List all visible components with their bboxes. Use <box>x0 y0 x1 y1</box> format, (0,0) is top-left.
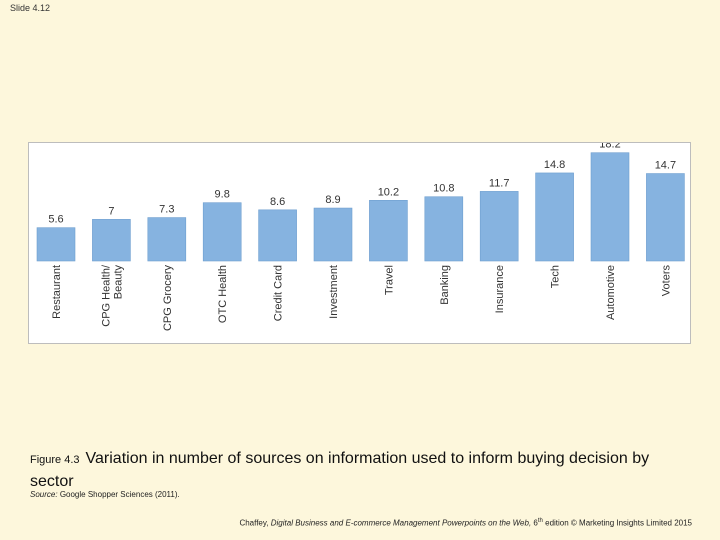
bar-value-label-5: 8.9 <box>325 194 340 206</box>
bar-value-label-10: 18.2 <box>599 143 620 151</box>
slide-label: Slide 4.12 <box>10 3 51 13</box>
source-line: Source: Google Shopper Sciences (2011). <box>30 490 180 499</box>
category-label-line: Restaurant <box>51 265 63 319</box>
category-label-0: Restaurant <box>51 265 63 319</box>
category-label-line: Travel <box>383 265 395 295</box>
figure-number: Figure 4.3 <box>30 454 80 466</box>
bar-10 <box>590 152 630 262</box>
bar-value-label-2: 7.3 <box>159 204 174 216</box>
bar-value-label-8: 11.7 <box>489 177 510 189</box>
source-label: Source: <box>30 490 58 499</box>
bar-7 <box>424 196 464 262</box>
bar-0 <box>36 227 76 262</box>
category-label-line: Beauty <box>112 265 124 300</box>
category-label-2: CPG Grocery <box>162 265 174 332</box>
bar-value-label-11: 14.7 <box>655 160 676 172</box>
category-label-line: Insurance <box>494 265 506 313</box>
bar-1 <box>92 219 131 262</box>
category-label-line: Tech <box>550 265 562 288</box>
bar-11 <box>646 173 685 262</box>
category-label-line: CPG Health/ <box>100 264 112 327</box>
category-label-11: Voters <box>660 265 672 297</box>
caption-text: Variation in number of sources on inform… <box>30 450 650 490</box>
bar-value-label-1: 7 <box>108 205 114 217</box>
footer-credit: Chaffey, Digital Business and E-commerce… <box>239 518 692 528</box>
bar-5 <box>313 207 353 262</box>
bar-chart-svg: 5.6 Restaurant 7 CPG Health/Beauty 7.3 CPG Gr… <box>36 143 685 332</box>
bar-chart: 5.6 Restaurant 7 CPG Health/Beauty 7.3 CPG Gr… <box>28 142 691 344</box>
category-label-line: Investment <box>328 265 340 319</box>
category-label-line: OTC Health <box>217 265 229 323</box>
bar-value-label-4: 8.6 <box>270 196 285 208</box>
category-label-1: CPG Health/Beauty <box>100 264 124 327</box>
bar-6 <box>369 200 408 262</box>
footer-edition-number: 6 <box>533 518 538 528</box>
bar-4 <box>258 209 297 262</box>
category-label-line: CPG Grocery <box>162 265 174 332</box>
category-label-line: Banking <box>439 265 451 305</box>
category-label-line: Automotive <box>605 265 617 320</box>
bar-8 <box>479 191 519 262</box>
category-label-3: OTC Health <box>217 265 229 323</box>
category-label-4: Credit Card <box>273 265 285 321</box>
figure-caption: Figure 4.3 Variation in number of sources… <box>30 448 670 492</box>
category-label-6: Travel <box>383 265 395 295</box>
footer-edition-suffix: th <box>537 518 543 524</box>
footer-author: Chaffey, <box>239 518 269 528</box>
category-label-9: Tech <box>550 265 562 288</box>
bar-value-label-9: 14.8 <box>544 159 565 171</box>
source-text: Google Shopper Sciences (2011). <box>59 490 180 499</box>
bar-value-label-7: 10.8 <box>433 183 454 195</box>
category-label-line: Credit Card <box>273 265 285 321</box>
category-label-7: Banking <box>439 265 451 305</box>
footer-rest: edition © Marketing Insights Limited 201… <box>545 518 692 528</box>
category-label-10: Automotive <box>605 265 617 320</box>
bar-value-label-0: 5.6 <box>48 214 63 226</box>
bar-2 <box>147 217 187 262</box>
bar-3 <box>202 202 242 262</box>
bar-value-label-6: 10.2 <box>378 186 399 198</box>
category-label-8: Insurance <box>494 265 506 313</box>
category-label-line: Voters <box>660 265 672 297</box>
category-label-5: Investment <box>328 265 340 319</box>
bar-9 <box>535 172 574 262</box>
bar-value-label-3: 9.8 <box>215 189 230 201</box>
footer-title: Digital Business and E-commerce Manageme… <box>270 518 532 528</box>
